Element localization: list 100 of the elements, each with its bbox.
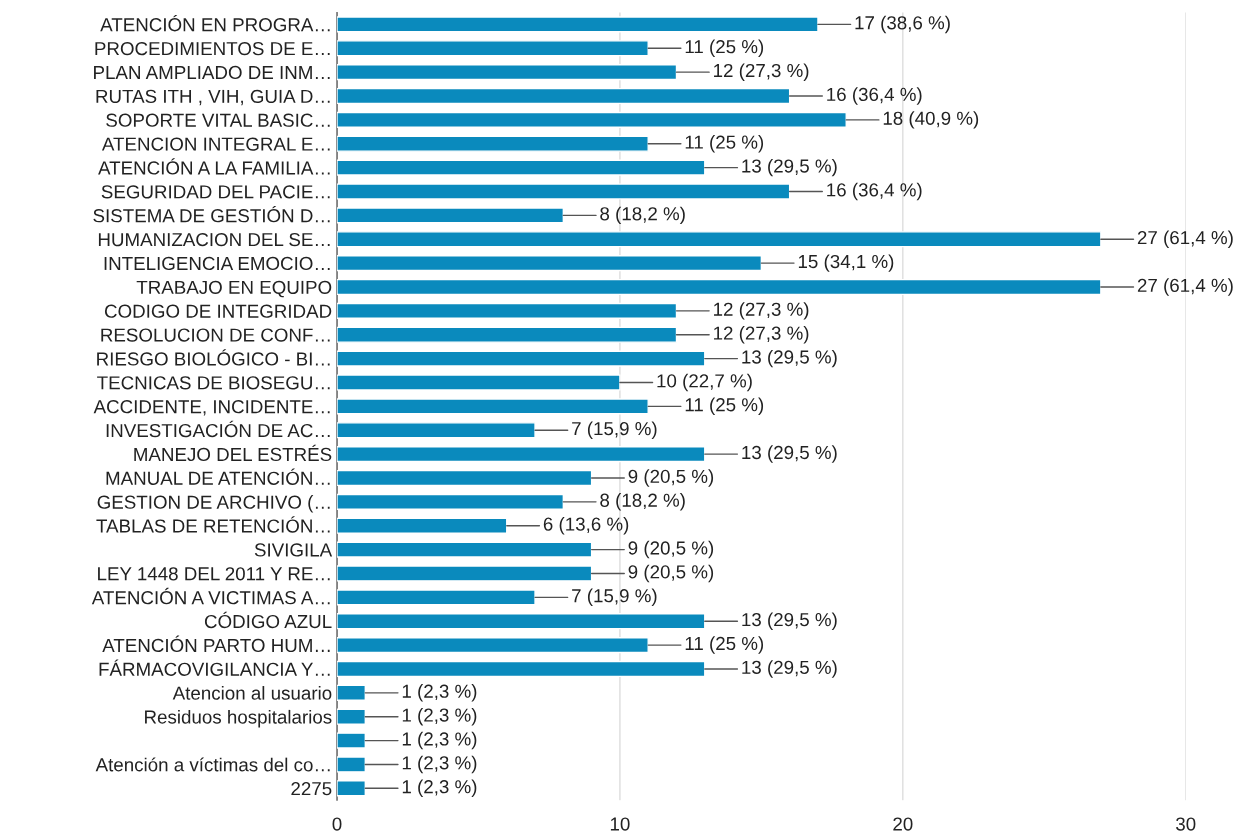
bar <box>337 469 593 487</box>
y-tick-label: RUTAS ITH , VIH, GUIA D… <box>96 89 330 106</box>
y-tick-label: PLAN AMPLIADO DE INM… <box>94 65 330 80</box>
y-tick-label: CÓDIGO AZUL <box>204 611 332 629</box>
bar <box>337 541 593 558</box>
data-label: 13 (29,5 %) <box>742 660 837 678</box>
data-label: 27 (61,4 %) <box>1137 230 1233 248</box>
bar <box>337 708 366 725</box>
x-tick-label: 30 <box>1176 817 1196 831</box>
bar <box>337 350 706 367</box>
data-label: 13 (29,5 %) <box>742 445 837 463</box>
data-label: 1 (2,3 %) <box>402 779 477 798</box>
bar <box>337 87 791 105</box>
y-tick-label: ACCIDENTE, INCIDENTE… <box>93 400 330 416</box>
bar <box>337 255 763 272</box>
bar <box>337 636 649 654</box>
y-tick-label: ATENCIÓN A VICTIMAS A… <box>91 587 330 605</box>
bar <box>337 111 847 128</box>
bar <box>337 446 706 463</box>
data-label: 8 (18,2 %) <box>600 493 685 511</box>
y-tick-label: ATENCIÓN PARTO HUM… <box>102 635 330 653</box>
data-label: 12 (27,3 %) <box>714 302 809 320</box>
y-tick-label: MANUAL DE ATENCIÓN… <box>106 468 330 485</box>
data-label: 7 (15,9 %) <box>572 588 657 607</box>
y-tick-label: SEGURIDAD DEL PACIE… <box>101 185 330 199</box>
data-label: 1 (2,3 %) <box>402 731 477 750</box>
y-tick-label: RIESGO BIOLÓGICO - BI… <box>97 349 330 366</box>
y-tick-label: FÁRMACOVIGILANCIA Y… <box>99 659 330 676</box>
data-label: 18 (40,9 %) <box>883 111 979 129</box>
y-tick-label: INTELIGENCIA EMOCIO… <box>104 256 330 271</box>
data-label: 16 (36,4 %) <box>827 182 922 201</box>
y-tick-label: TABLAS DE RETENCIÓN… <box>96 516 330 533</box>
y-tick-label: PROCEDIMIENTOS DE E… <box>95 41 330 56</box>
bar <box>337 422 536 439</box>
data-label: 12 (27,3 %) <box>714 326 809 344</box>
x-tick-label: 0 <box>332 817 342 831</box>
data-label: 7 (15,9 %) <box>572 421 657 439</box>
bar <box>337 231 1102 248</box>
data-label: 16 (36,4 %) <box>827 87 922 105</box>
x-tick-label: 10 <box>610 817 630 831</box>
data-label: 11 (25 %) <box>685 397 764 416</box>
y-tick-label: RESOLUCION DE CONF… <box>101 328 330 342</box>
bar <box>337 517 508 534</box>
bar <box>337 135 649 152</box>
bar <box>337 780 366 797</box>
y-tick-label: GESTION DE ARCHIVO (… <box>97 495 330 513</box>
data-label: 12 (27,3 %) <box>714 63 809 81</box>
y-tick-label: Atencion al usuario <box>172 686 332 700</box>
y-tick-label: Atención a víctimas del co… <box>95 757 330 772</box>
data-label: 11 (25 %) <box>685 39 764 57</box>
y-tick-label: ATENCIÓN A LA FAMILIA… <box>98 158 330 175</box>
bar <box>337 684 366 701</box>
data-label: 11 (25 %) <box>685 135 764 153</box>
bar <box>337 159 706 176</box>
data-label: 27 (61,4 %) <box>1137 278 1233 296</box>
data-label: 1 (2,3 %) <box>402 755 477 774</box>
x-tick-label: 20 <box>893 817 913 831</box>
data-label: 13 (29,5 %) <box>742 612 837 630</box>
data-label: 10 (22,7 %) <box>657 373 752 392</box>
bar <box>337 589 536 606</box>
y-tick-label: LEY 1448 DEL 2011 Y RE… <box>98 567 330 581</box>
bar <box>337 732 366 749</box>
bar <box>337 40 649 57</box>
data-label: 8 (18,2 %) <box>600 206 685 225</box>
y-tick-label: SOPORTE VITAL BASIC… <box>106 113 330 127</box>
bar <box>337 302 678 319</box>
bar <box>337 613 706 630</box>
bar <box>337 374 621 391</box>
y-tick-label: TRABAJO EN EQUIPO <box>136 280 332 298</box>
data-label: 6 (13,6 %) <box>543 516 629 535</box>
y-tick-label: HUMANIZACION DEL SE… <box>98 232 330 247</box>
y-tick-label: ATENCION INTEGRAL E… <box>101 137 330 151</box>
data-label: 1 (2,3 %) <box>402 707 477 726</box>
bar <box>337 64 678 81</box>
bar <box>337 326 678 343</box>
bar <box>337 660 706 678</box>
y-tick-label: CODIGO DE INTEGRIDAD <box>104 304 332 318</box>
y-tick-label: MANEJO DEL ESTRÉS <box>134 444 332 462</box>
data-label: 9 (20,5 %) <box>628 469 714 487</box>
bar <box>337 16 819 33</box>
bar <box>337 207 565 224</box>
y-tick-label: ATENCIÓN EN PROGRA… <box>100 14 330 32</box>
data-label: 17 (38,6 %) <box>855 15 950 34</box>
y-tick-label: SISTEMA DE GESTIÓN D… <box>93 205 330 223</box>
data-label: 1 (2,3 %) <box>402 684 477 702</box>
data-label: 13 (29,5 %) <box>742 349 837 368</box>
bar <box>337 398 649 415</box>
data-label: 15 (34,1 %) <box>798 254 894 272</box>
bar <box>337 493 565 510</box>
bar <box>337 183 791 200</box>
data-label: 9 (20,5 %) <box>628 540 714 559</box>
y-tick-label: SIVIGILA <box>254 543 333 557</box>
y-tick-label: INVESTIGACIÓN DE AC… <box>106 420 330 438</box>
y-tick-label: TECNICAS DE BIOSEGU… <box>97 376 330 390</box>
bar <box>337 756 366 773</box>
data-label: 13 (29,5 %) <box>742 158 837 177</box>
y-tick-label: Residuos hospitalarios <box>145 709 332 728</box>
data-label: 9 (20,5 %) <box>628 564 714 583</box>
bar <box>337 565 593 582</box>
y-tick-label: 2275 <box>291 782 332 796</box>
